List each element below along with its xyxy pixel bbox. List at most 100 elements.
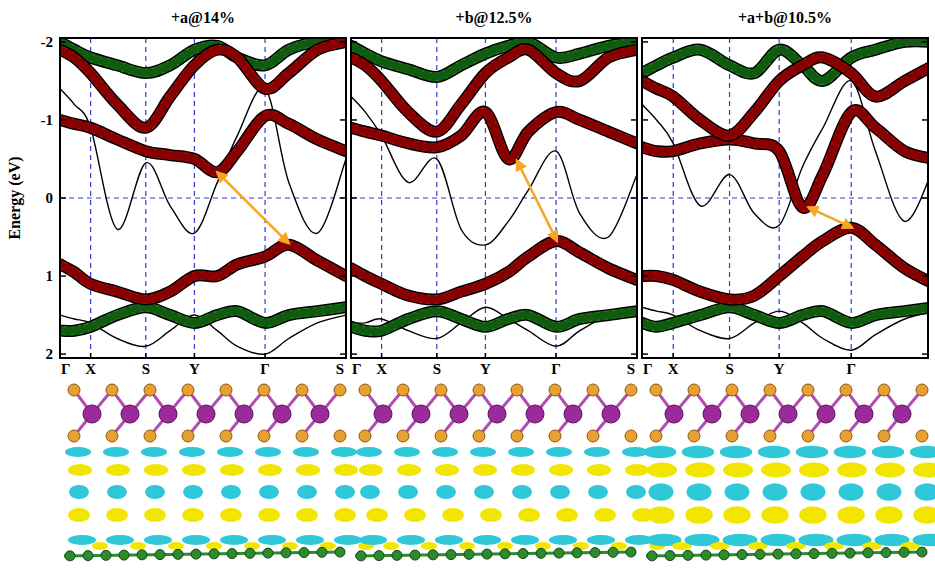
density-blob — [68, 464, 92, 476]
density-blob — [473, 464, 497, 476]
fat-band — [351, 241, 637, 300]
y-tick — [60, 197, 66, 199]
sulfur-atom — [625, 430, 637, 442]
density-blob — [106, 464, 130, 476]
fat-band-texture — [351, 241, 637, 300]
density-blob — [145, 485, 165, 499]
metal-atom — [311, 405, 329, 423]
plot-area — [60, 38, 346, 358]
density-blob — [144, 464, 168, 476]
fat-band-texture — [60, 307, 346, 331]
carbon-atom — [137, 550, 147, 560]
fat-band-texture — [60, 245, 346, 300]
y-tick-label: 1 — [46, 268, 54, 284]
carbon-atom — [65, 551, 75, 561]
density-blob — [556, 508, 578, 522]
carbon-atom — [482, 549, 492, 559]
density-blob — [366, 508, 388, 522]
density-blob — [834, 446, 867, 459]
y-tick — [351, 197, 357, 199]
sulfur-atom — [802, 430, 814, 442]
gap-arrow — [808, 207, 852, 227]
density-blob — [258, 535, 286, 545]
carbon-atom — [446, 550, 456, 560]
x-tick — [778, 353, 780, 358]
fat-band-outline — [351, 311, 637, 332]
sulfur-atom — [106, 430, 118, 442]
fat-band-outline — [351, 49, 637, 132]
y-tick — [631, 41, 637, 43]
panel-title: +b@12.5% — [456, 9, 533, 27]
density-blob — [758, 446, 791, 459]
y-tick — [642, 353, 648, 355]
density-blob — [913, 506, 935, 524]
fat-band — [642, 110, 928, 208]
density-blob — [584, 447, 610, 457]
density-blob — [649, 483, 674, 501]
density-blob — [913, 534, 935, 547]
density-blob — [356, 447, 382, 457]
x-tick — [641, 353, 643, 358]
density-blob — [685, 506, 713, 524]
structure-image — [644, 384, 935, 561]
y-tick — [631, 119, 637, 121]
density-blob — [436, 485, 456, 499]
y-tick — [340, 275, 346, 277]
density-blob — [359, 464, 383, 476]
plot-frame — [351, 38, 637, 358]
panel-title: +a+b@10.5% — [738, 9, 832, 27]
carbon-atom — [83, 551, 93, 561]
carbon-atom — [773, 549, 783, 559]
sulfur-atom — [511, 384, 523, 396]
fat-band — [60, 245, 346, 300]
sulfur-atom — [650, 384, 662, 396]
density-blob — [913, 463, 935, 478]
x-tick-label: Γ — [846, 361, 856, 377]
density-blob — [761, 463, 791, 478]
y-tick — [60, 119, 66, 121]
y-tick-label: -2 — [41, 34, 54, 50]
density-blob — [65, 447, 91, 457]
density-blob — [107, 485, 127, 499]
y-tick — [642, 197, 648, 199]
x-tick-label: Γ — [61, 361, 71, 377]
x-tick-label: S — [725, 361, 733, 377]
fat-band-outline — [642, 110, 928, 208]
fat-band-outline — [642, 57, 928, 135]
grid-line — [194, 38, 195, 358]
carbon-atom — [299, 548, 309, 558]
y-tick — [922, 275, 928, 277]
y-tick — [351, 41, 357, 43]
density-blob — [799, 463, 829, 478]
carbon-atom — [719, 550, 729, 560]
density-blob — [644, 446, 677, 459]
density-blob — [331, 447, 357, 457]
density-blob — [839, 483, 864, 501]
carbon-atom — [590, 548, 600, 558]
density-blob — [144, 535, 172, 545]
carbon-atom — [191, 549, 201, 559]
density-blob — [837, 463, 867, 478]
sulfur-atom — [473, 430, 485, 442]
x-tick — [145, 353, 147, 358]
y-tick — [631, 275, 637, 277]
plot-background — [351, 38, 637, 358]
band-line — [60, 88, 346, 234]
fat-band — [351, 311, 637, 332]
sulfur-atom — [144, 430, 156, 442]
sulfur-atom — [878, 430, 890, 442]
carbon-atom — [392, 550, 402, 560]
fat-band-texture — [351, 311, 637, 332]
y-tick-label: 2 — [46, 346, 54, 362]
density-blob — [221, 485, 241, 499]
density-blob — [470, 447, 496, 457]
metal-atom — [855, 405, 873, 423]
plot-frame — [60, 38, 346, 358]
density-blob — [682, 446, 715, 459]
density-blob — [435, 464, 459, 476]
plot-background — [60, 38, 346, 358]
density-blob — [69, 485, 89, 499]
carbon-atom — [173, 549, 183, 559]
density-blob — [183, 485, 203, 499]
grid-line — [485, 38, 486, 358]
